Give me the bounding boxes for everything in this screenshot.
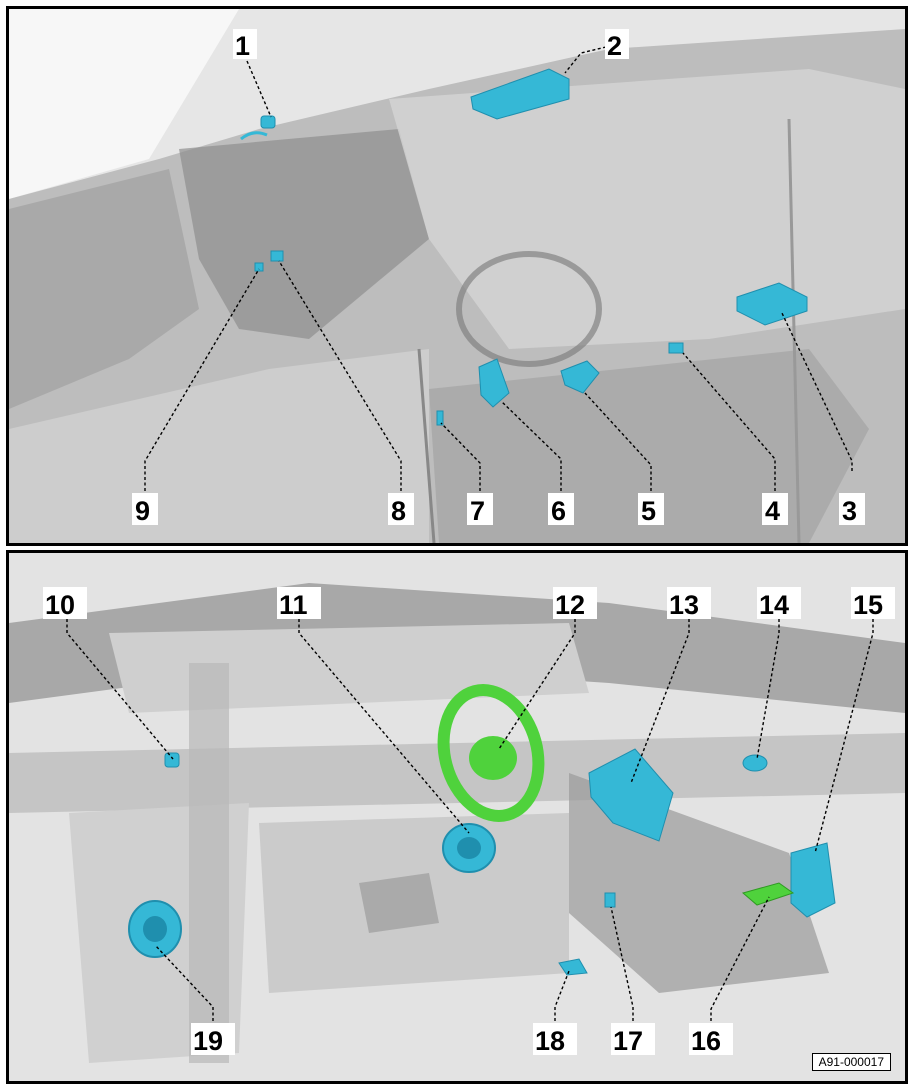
leader-18 bbox=[554, 970, 570, 1021]
svg-text:6: 6 bbox=[551, 496, 566, 526]
door-area bbox=[389, 69, 905, 349]
sky-area bbox=[9, 9, 239, 199]
svg-text:8: 8 bbox=[391, 496, 406, 526]
leader-15 bbox=[814, 619, 874, 854]
component-9-sensor bbox=[254, 262, 264, 272]
svg-text:5: 5 bbox=[641, 496, 656, 526]
svg-text:11: 11 bbox=[279, 590, 308, 620]
component-18-sensor bbox=[558, 958, 588, 976]
callout-9: 9 bbox=[132, 493, 158, 526]
leader-1 bbox=[246, 60, 272, 118]
callout-15: 15 bbox=[851, 587, 895, 620]
top-scene: 1 2 3 4 5 6 7 bbox=[9, 9, 905, 543]
callout-14: 14 bbox=[757, 587, 801, 620]
component-6-module bbox=[478, 358, 510, 408]
component-2-roof-module bbox=[470, 68, 570, 120]
component-4-sensor bbox=[668, 342, 684, 354]
component-11-speaker bbox=[442, 823, 496, 873]
callout-10: 10 bbox=[43, 587, 87, 620]
leader-14 bbox=[756, 619, 780, 760]
leader-9 bbox=[144, 268, 260, 491]
leader-11 bbox=[298, 619, 470, 834]
bottom-scene: 10 11 12 13 14 15 bbox=[9, 553, 905, 1081]
leader-17 bbox=[610, 906, 634, 1021]
svg-text:18: 18 bbox=[535, 1026, 565, 1056]
leader-8 bbox=[278, 260, 402, 491]
callout-5: 5 bbox=[638, 493, 664, 526]
svg-text:14: 14 bbox=[759, 590, 789, 620]
callout-17: 17 bbox=[611, 1023, 655, 1056]
svg-text:2: 2 bbox=[607, 31, 622, 61]
svg-text:10: 10 bbox=[45, 590, 75, 620]
svg-text:16: 16 bbox=[691, 1026, 721, 1056]
hood bbox=[9, 169, 199, 409]
component-17-sensor bbox=[604, 892, 616, 908]
component-16-module bbox=[741, 882, 795, 906]
b-pillar bbox=[189, 663, 229, 1063]
callout-13: 13 bbox=[667, 587, 711, 620]
front-fender bbox=[9, 349, 429, 543]
leader-10 bbox=[66, 619, 174, 760]
component-1-sensor bbox=[240, 115, 276, 141]
callout-3: 3 bbox=[839, 493, 865, 526]
callout-7: 7 bbox=[467, 493, 493, 526]
callout-8: 8 bbox=[388, 493, 414, 526]
svg-text:19: 19 bbox=[193, 1026, 223, 1056]
callout-16: 16 bbox=[689, 1023, 733, 1056]
windshield-frame bbox=[179, 129, 429, 339]
interior-floor bbox=[429, 349, 869, 543]
callout-2: 2 bbox=[605, 29, 629, 61]
callout-19: 19 bbox=[191, 1023, 235, 1056]
component-8-sensor bbox=[270, 250, 284, 262]
component-7-sensor bbox=[436, 410, 444, 426]
leader-12 bbox=[498, 619, 576, 750]
component-3-control-unit bbox=[736, 282, 808, 326]
center-armrest bbox=[359, 873, 439, 933]
leader-16 bbox=[710, 896, 770, 1021]
svg-text:15: 15 bbox=[853, 590, 883, 620]
component-13-control-unit bbox=[588, 748, 674, 842]
callout-1: 1 bbox=[233, 29, 257, 61]
svg-text:9: 9 bbox=[135, 496, 150, 526]
svg-text:3: 3 bbox=[842, 496, 857, 526]
top-panel-front-view: 1 2 3 4 5 6 7 bbox=[6, 6, 908, 546]
callout-12: 12 bbox=[553, 587, 597, 620]
svg-text:12: 12 bbox=[555, 590, 585, 620]
leader-7 bbox=[440, 422, 481, 491]
svg-text:4: 4 bbox=[765, 496, 780, 526]
belt-line bbox=[9, 733, 905, 813]
component-10-sensor bbox=[164, 752, 180, 768]
figure-id-label: A91-000017 bbox=[811, 1053, 891, 1071]
leader-19 bbox=[154, 944, 214, 1021]
steering-wheel-ghost bbox=[456, 251, 602, 367]
callout-4: 4 bbox=[762, 493, 788, 526]
component-5-module bbox=[560, 360, 600, 394]
svg-text:17: 17 bbox=[613, 1026, 643, 1056]
component-19-speaker bbox=[128, 900, 182, 958]
callout-18: 18 bbox=[533, 1023, 577, 1056]
leader-13 bbox=[630, 619, 690, 784]
component-15-module bbox=[790, 842, 836, 918]
a-pillar-line bbox=[417, 348, 436, 543]
b-pillar-line bbox=[787, 118, 801, 543]
callout-6: 6 bbox=[548, 493, 574, 526]
svg-text:7: 7 bbox=[470, 496, 485, 526]
callout-11: 11 bbox=[277, 587, 321, 620]
svg-text:1: 1 bbox=[235, 31, 250, 61]
bottom-panel-interior-view: 10 11 12 13 14 15 bbox=[6, 550, 908, 1084]
component-12-steering-wheel bbox=[437, 684, 545, 822]
component-14-sensor bbox=[742, 754, 768, 772]
svg-text:13: 13 bbox=[669, 590, 699, 620]
